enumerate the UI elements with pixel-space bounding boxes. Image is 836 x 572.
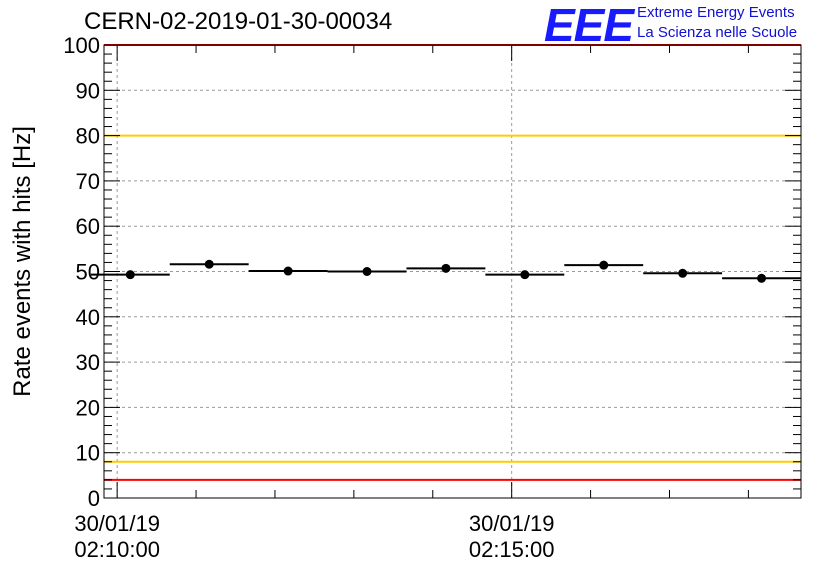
eee-logo: EEE <box>544 0 634 51</box>
y-tick-label: 40 <box>76 305 100 330</box>
y-tick-label: 100 <box>63 33 100 58</box>
data-point <box>757 273 767 283</box>
x-tick-label-date: 30/01/19 <box>469 511 555 536</box>
y-tick-label: 0 <box>88 486 100 511</box>
y-tick-label: 50 <box>76 260 100 285</box>
y-tick-label: 20 <box>76 395 100 420</box>
y-tick-label: 70 <box>76 169 100 194</box>
data-point <box>204 259 214 269</box>
data-point <box>125 270 135 280</box>
data-point <box>362 267 372 276</box>
x-tick-label-time: 02:15:00 <box>469 537 555 562</box>
data-point <box>520 270 530 280</box>
data-point <box>599 260 609 270</box>
x-tick-label-date: 30/01/19 <box>74 511 160 536</box>
data-point <box>283 266 293 276</box>
y-tick-label: 90 <box>76 78 100 103</box>
logo-caption-line1: Extreme Energy Events <box>637 4 795 21</box>
logo-caption-line2: La Scienza nelle Scuole <box>637 24 798 41</box>
data-point <box>441 263 451 273</box>
x-tick-label-time: 02:10:00 <box>74 537 160 562</box>
data-point <box>678 268 688 278</box>
y-tick-label: 10 <box>76 441 100 466</box>
y-axis-label: Rate events with hits [Hz] <box>9 126 36 397</box>
y-tick-label: 60 <box>76 214 100 239</box>
chart-title: CERN-02-2019-01-30-00034 <box>84 8 393 35</box>
y-tick-label: 80 <box>76 124 100 149</box>
y-tick-label: 30 <box>76 350 100 375</box>
